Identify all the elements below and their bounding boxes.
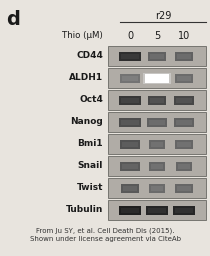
Bar bbox=[121, 98, 139, 102]
Bar bbox=[148, 95, 166, 104]
Bar bbox=[108, 112, 206, 132]
Bar bbox=[178, 164, 190, 168]
Bar bbox=[108, 68, 206, 88]
Bar bbox=[108, 156, 206, 176]
Text: r29: r29 bbox=[155, 11, 171, 21]
Bar bbox=[121, 54, 139, 59]
Bar bbox=[120, 140, 140, 148]
Bar bbox=[108, 134, 206, 154]
Bar bbox=[122, 164, 138, 168]
Bar bbox=[149, 120, 165, 124]
Bar bbox=[177, 76, 191, 80]
Bar bbox=[176, 98, 192, 102]
Bar bbox=[108, 178, 206, 198]
Bar bbox=[175, 51, 193, 60]
Bar bbox=[119, 118, 141, 126]
Bar bbox=[148, 51, 166, 60]
Bar bbox=[151, 142, 163, 146]
Text: Thio (μM): Thio (μM) bbox=[62, 31, 103, 40]
Bar bbox=[150, 54, 164, 59]
Text: CD44: CD44 bbox=[76, 51, 103, 60]
Bar bbox=[176, 162, 192, 170]
Bar bbox=[143, 72, 171, 83]
Bar bbox=[146, 206, 168, 215]
Bar bbox=[147, 118, 167, 126]
Text: 0: 0 bbox=[127, 31, 133, 41]
Bar bbox=[121, 120, 139, 124]
Bar bbox=[173, 206, 195, 215]
Bar bbox=[119, 51, 141, 60]
Text: Bmi1: Bmi1 bbox=[77, 140, 103, 148]
Bar bbox=[149, 184, 165, 193]
Bar bbox=[151, 186, 163, 190]
Text: Nanog: Nanog bbox=[70, 118, 103, 126]
Bar bbox=[175, 208, 193, 212]
Text: ALDH1: ALDH1 bbox=[69, 73, 103, 82]
Text: Twist: Twist bbox=[76, 184, 103, 193]
Text: d: d bbox=[6, 10, 20, 29]
Bar bbox=[176, 120, 192, 124]
Text: 5: 5 bbox=[154, 31, 160, 41]
Bar bbox=[174, 118, 194, 126]
Bar bbox=[151, 164, 163, 168]
Bar bbox=[119, 95, 141, 104]
Bar bbox=[146, 73, 169, 82]
Bar bbox=[120, 162, 140, 170]
Bar bbox=[108, 200, 206, 220]
Bar bbox=[174, 95, 194, 104]
Bar bbox=[123, 186, 137, 190]
Bar bbox=[175, 184, 193, 193]
Bar bbox=[149, 162, 165, 170]
Text: 10: 10 bbox=[178, 31, 190, 41]
Bar bbox=[121, 208, 139, 212]
Bar bbox=[148, 208, 166, 212]
Bar bbox=[119, 73, 140, 82]
Bar bbox=[119, 206, 141, 215]
Bar bbox=[122, 76, 138, 80]
Bar bbox=[175, 73, 193, 82]
Bar bbox=[177, 142, 191, 146]
Bar bbox=[175, 140, 193, 148]
Text: Tubulin: Tubulin bbox=[66, 206, 103, 215]
Bar bbox=[121, 184, 139, 193]
Bar bbox=[177, 186, 191, 190]
Bar bbox=[177, 54, 191, 59]
Bar bbox=[149, 140, 165, 148]
Bar bbox=[122, 142, 138, 146]
Text: Snail: Snail bbox=[78, 162, 103, 170]
Bar bbox=[146, 73, 169, 82]
Bar bbox=[108, 46, 206, 66]
Text: Oct4: Oct4 bbox=[79, 95, 103, 104]
Bar bbox=[108, 90, 206, 110]
Bar bbox=[150, 98, 164, 102]
Text: From Ju SY, et al. Cell Death Dis (2015).
Shown under license agreement via Cite: From Ju SY, et al. Cell Death Dis (2015)… bbox=[29, 228, 181, 242]
